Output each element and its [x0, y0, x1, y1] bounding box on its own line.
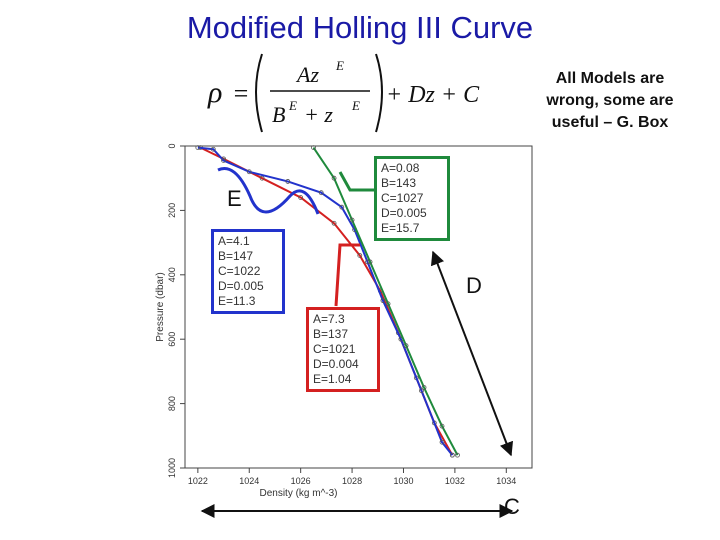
blue-param-c: C=1022 [218, 264, 261, 278]
series-point-1 [339, 204, 345, 210]
x-tick-label: 1034 [496, 476, 516, 486]
blue-param-a: A=4.1 [218, 234, 250, 248]
series-line-1 [197, 146, 454, 456]
series-point-1 [195, 145, 201, 151]
blue-param-e: E=11.3 [218, 294, 256, 308]
formula-denom-z-exp: E [351, 98, 360, 113]
label-E: E [227, 186, 242, 211]
green-params-box: A=0.08 B=143 C=1027 D=0.005 E=15.7 [374, 156, 450, 241]
y-axis-label: Pressure (dbar) [155, 272, 166, 341]
green-param-e: E=15.7 [381, 221, 420, 235]
red-param-d: D=0.004 [313, 357, 359, 371]
x-tick-label: 1024 [239, 476, 259, 486]
red-param-c: C=1021 [313, 342, 356, 356]
slide-title: Modified Holling III Curve [186, 10, 534, 45]
red-params-box: A=7.3 B=137 C=1021 D=0.004 E=1.04 [306, 307, 380, 392]
formula-numerator: Az [295, 62, 319, 87]
series-point-2 [331, 175, 337, 181]
series-point-2 [349, 217, 355, 223]
blue-params-box: A=4.1 B=147 C=1022 D=0.005 E=11.3 [211, 229, 285, 314]
series-point-1 [419, 388, 424, 394]
formula-denom-plus: + z [304, 102, 333, 127]
x-tick-label: 1022 [188, 476, 208, 486]
y-tick-label: 1000 [167, 458, 177, 478]
y-tick-label: 200 [167, 203, 177, 218]
formula-denom-b: B [272, 102, 285, 127]
blue-param-d: D=0.005 [218, 279, 264, 293]
x-axis-label: Density (kg m^-3) [259, 488, 337, 499]
green-param-c: C=1027 [381, 191, 424, 205]
holling-formula: ρ = Az E B E + z E + Dz + C [207, 53, 480, 133]
series-point-1 [210, 146, 216, 152]
series-point-2 [311, 145, 316, 151]
svg-text:=: = [232, 79, 250, 108]
green-param-d: D=0.005 [381, 206, 427, 220]
series-point-2 [403, 343, 409, 349]
green-param-a: A=0.08 [381, 161, 420, 175]
label-D: D [466, 273, 482, 298]
y-tick-label: 0 [167, 143, 177, 148]
formula-lhs: ρ [207, 76, 222, 109]
series-point-2 [385, 301, 391, 307]
red-param-b: B=137 [313, 327, 349, 341]
x-tick-label: 1030 [393, 476, 413, 486]
series-point-2 [421, 385, 427, 390]
series-point-1 [380, 298, 386, 303]
y-tick-label: 600 [167, 332, 177, 347]
blue-param-b: B=147 [218, 249, 254, 263]
x-tick-label: 1028 [342, 476, 362, 486]
green-param-b: B=143 [381, 176, 417, 190]
x-tick-label: 1032 [445, 476, 465, 486]
box-quote: All Models are wrong, some are useful – … [546, 70, 674, 131]
x-tick-label: 1026 [291, 476, 311, 486]
red-param-e: E=1.04 [313, 372, 352, 386]
label-C: C [504, 494, 520, 519]
formula-tail: + Dz + C [386, 82, 480, 108]
formula-numerator-exp: E [335, 58, 344, 73]
y-tick-label: 800 [167, 396, 177, 411]
series-point-1 [221, 158, 226, 163]
series-point-0 [331, 220, 337, 226]
red-param-a: A=7.3 [313, 312, 345, 326]
y-tick-label: 400 [167, 267, 177, 282]
series-point-2 [367, 259, 373, 265]
formula-denom-b-exp: E [288, 98, 297, 113]
